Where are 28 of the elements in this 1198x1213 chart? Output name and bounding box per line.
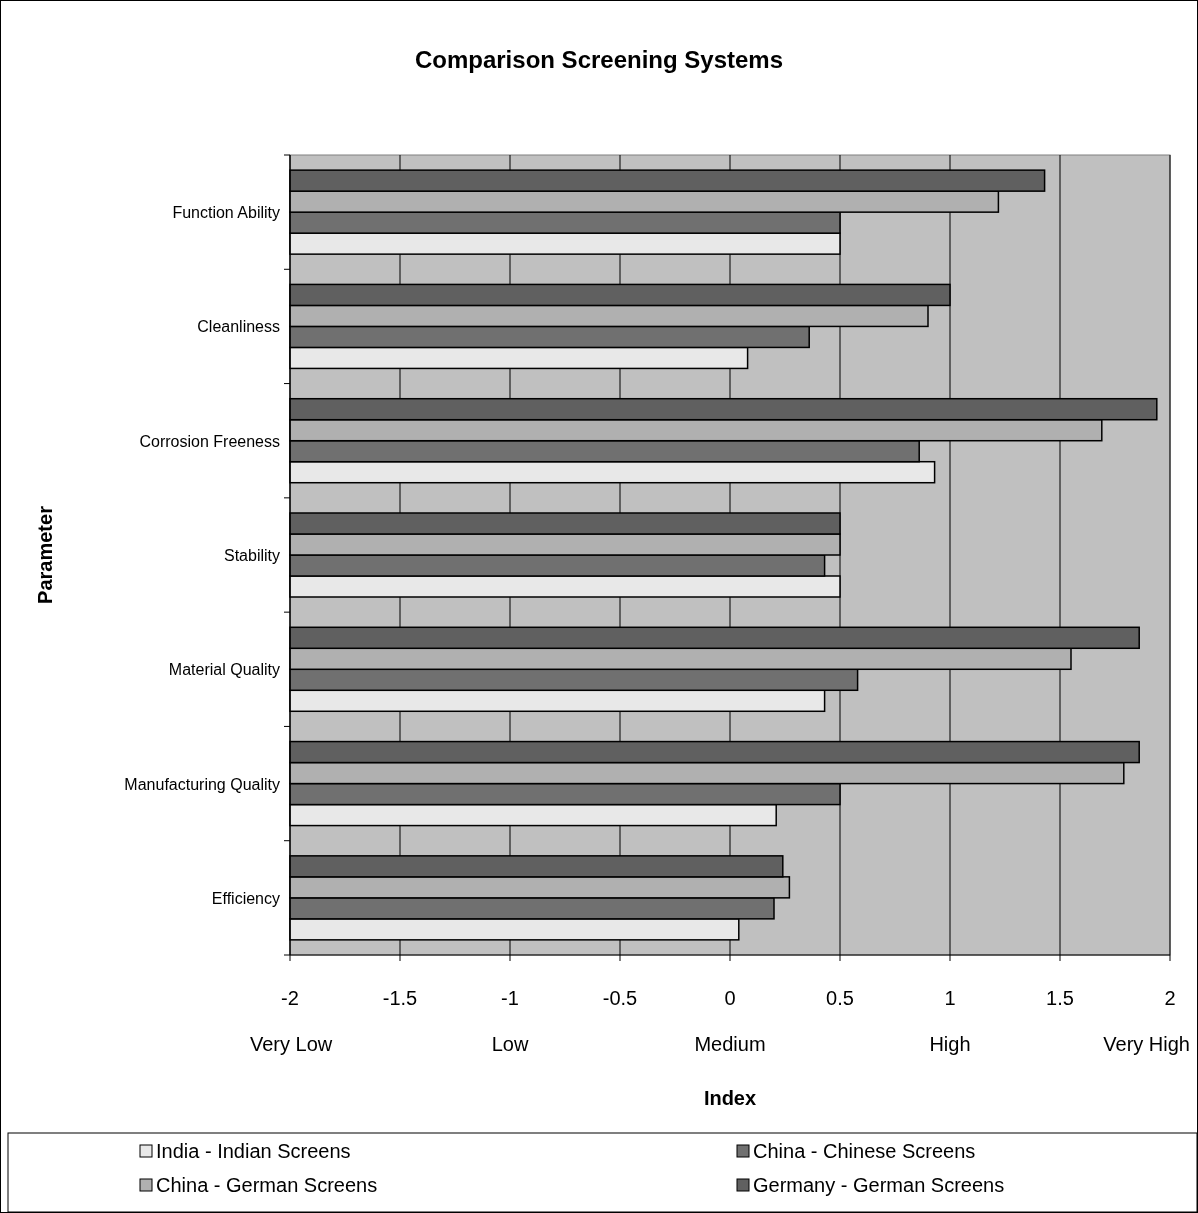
- x-tick-label: 0.5: [826, 987, 854, 1009]
- legend-label: China - German Screens: [156, 1174, 378, 1196]
- x-axis-title: Index: [703, 1087, 757, 1109]
- legend-label: Germany - German Screens: [753, 1174, 1005, 1196]
- y-tick-label: Cleanliness: [197, 318, 280, 336]
- x-tick-label: 1.5: [1046, 987, 1074, 1009]
- x-tick-label: -1.5: [382, 987, 418, 1009]
- x-tick-label: -2: [281, 987, 299, 1009]
- y-tick-label: Function Ability: [172, 204, 280, 222]
- x-tick-label: -1: [501, 987, 519, 1009]
- text: Very High: [1103, 1033, 1190, 1055]
- x-tick-label: 2: [1164, 987, 1176, 1009]
- text: High: [929, 1033, 971, 1055]
- y-tick-label: Manufacturing Quality: [124, 775, 280, 793]
- y-axis-title: Parameter: [34, 505, 56, 604]
- legend-label: China - Chinese Screens: [753, 1140, 976, 1162]
- text: Low: [491, 1033, 529, 1055]
- y-tick-label: Efficiency: [211, 889, 280, 907]
- text: Medium: [694, 1033, 766, 1055]
- x-tick-label: 0: [724, 987, 736, 1009]
- y-tick-label: Corrosion Freeness: [139, 432, 280, 450]
- x-tick-label: -0.5: [602, 987, 638, 1009]
- x-tick-label: 1: [944, 987, 956, 1009]
- y-tick-label: Material Quality: [168, 661, 280, 679]
- legend-label: India - Indian Screens: [156, 1140, 351, 1162]
- y-tick-label: Stability: [223, 547, 280, 564]
- chart-title: Comparison Screening Systems: [414, 46, 784, 73]
- text: Very Low: [250, 1033, 333, 1055]
